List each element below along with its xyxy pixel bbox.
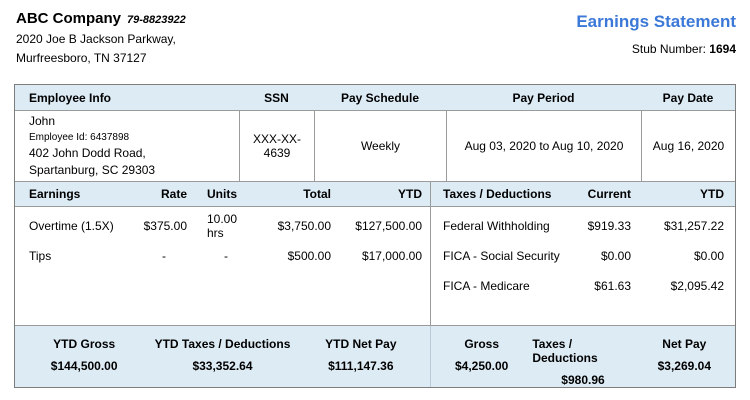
header-employee-info: Employee Info <box>29 90 112 105</box>
company-ein: 79-8823922 <box>127 14 186 26</box>
earning-ytd: $17,000.00 <box>361 248 422 263</box>
header-units: Units <box>207 186 237 201</box>
summary-label: YTD Net Pay <box>325 337 397 351</box>
deduction-ytd: $2,095.42 <box>670 278 724 293</box>
deduction-current: $919.33 <box>587 218 631 233</box>
summary-value: $111,147.36 <box>328 359 394 373</box>
earning-units: 10.00 hrs <box>207 211 238 240</box>
header-taxes-deductions: Taxes / Deductions <box>443 186 552 201</box>
summary-value: $980.96 <box>561 373 605 387</box>
deduction-name: FICA - Medicare <box>443 278 530 293</box>
employee-name: John <box>29 114 56 129</box>
deduction-ytd: $0.00 <box>693 248 724 263</box>
stub-number-label: Stub Number: <box>631 42 706 56</box>
deductions-header: Taxes / Deductions Current YTD <box>431 182 735 205</box>
summary-label: YTD Taxes / Deductions <box>154 337 291 351</box>
summary-taxes: Taxes / Deductions $980.96 <box>532 326 633 387</box>
employee-id: Employee Id: 6437898 <box>29 132 130 144</box>
deduction-rows: Federal Withholding $919.33 $31,257.22 F… <box>431 207 735 326</box>
earning-total: $3,750.00 <box>277 218 331 233</box>
company-name: ABC Company <box>16 10 122 27</box>
employee-header-row: Employee Info SSN Pay Schedule Pay Perio… <box>15 85 735 112</box>
summary-row: YTD Gross $144,500.00 YTD Taxes / Deduct… <box>15 325 735 387</box>
earnings-row-overtime: Overtime (1.5X) $375.00 10.00 hrs $3,750… <box>15 211 430 240</box>
employee-pay-period: Aug 03, 2020 to Aug 10, 2020 <box>446 111 641 182</box>
deduction-row-medicare: FICA - Medicare $61.63 $2,095.42 <box>431 275 735 297</box>
document-title-block: Earnings Statement Stub Number: 1694 <box>576 12 736 56</box>
summary-label: Taxes / Deductions <box>532 337 598 365</box>
company-name-line: ABC Company 79-8823922 <box>16 10 736 27</box>
summary-ytd-gross: YTD Gross $144,500.00 <box>15 326 153 387</box>
paystub-table: Employee Info SSN Pay Schedule Pay Perio… <box>14 84 736 388</box>
earning-rate: - <box>162 248 166 263</box>
summary-gross: Gross $4,250.00 <box>431 326 532 387</box>
summary-net-pay: Net Pay $3,269.04 <box>634 326 735 387</box>
earnings-deductions-header-row: Earnings Rate Units Total YTD Taxes / De… <box>15 182 735 207</box>
stub-number-value: 1694 <box>709 42 736 56</box>
detail-rows-area: Overtime (1.5X) $375.00 10.00 hrs $3,750… <box>15 206 735 326</box>
employee-address-line1: 402 John Dodd Road, <box>29 146 146 161</box>
header-current: Current <box>587 186 631 201</box>
deduction-ytd: $31,257.22 <box>663 218 724 233</box>
page-title: Earnings Statement <box>576 12 736 31</box>
earning-name: Overtime (1.5X) <box>29 218 114 233</box>
summary-value: $33,352.64 <box>192 359 253 373</box>
earning-ytd: $127,500.00 <box>355 218 422 233</box>
header-ssn: SSN <box>264 90 289 105</box>
summary-ytd-taxes: YTD Taxes / Deductions $33,352.64 <box>153 326 291 387</box>
employee-info-cell: John Employee Id: 6437898 402 John Dodd … <box>15 111 239 181</box>
current-summary: Gross $4,250.00 Taxes / Deductions $980.… <box>431 326 735 387</box>
header-rate: Rate <box>160 186 187 201</box>
deduction-name: FICA - Social Security <box>443 248 560 263</box>
header-pay-date: Pay Date <box>662 90 714 105</box>
employee-pay-date: Aug 16, 2020 <box>641 111 735 182</box>
summary-value: $3,269.04 <box>657 359 712 373</box>
company-address-line1: 2020 Joe B Jackson Parkway, <box>16 32 176 46</box>
earnings-rows: Overtime (1.5X) $375.00 10.00 hrs $3,750… <box>15 206 431 325</box>
employee-pay-schedule: Weekly <box>314 111 446 182</box>
summary-label: YTD Gross <box>53 337 116 351</box>
deduction-row-social-security: FICA - Social Security $0.00 $0.00 <box>431 245 735 267</box>
summary-value: $144,500.00 <box>50 359 118 373</box>
employee-info-row: John Employee Id: 6437898 402 John Dodd … <box>15 111 735 183</box>
header-pay-schedule: Pay Schedule <box>340 90 420 105</box>
deduction-current: $61.63 <box>594 278 631 293</box>
earnings-row-tips: Tips - - $500.00 $17,000.00 <box>15 245 430 267</box>
summary-label: Net Pay <box>662 337 707 351</box>
deduction-current: $0.00 <box>600 248 631 263</box>
earning-rate: $375.00 <box>143 218 187 233</box>
deduction-name: Federal Withholding <box>443 218 550 233</box>
earning-name: Tips <box>29 248 52 263</box>
employee-address-line2: Spartanburg, SC 29303 <box>29 163 156 178</box>
earning-units: - <box>224 248 228 263</box>
earning-total: $500.00 <box>287 248 331 263</box>
employee-ssn: XXX-XX-4639 <box>239 111 314 182</box>
header-deductions-ytd: YTD <box>700 186 724 201</box>
header-pay-period: Pay Period <box>512 90 575 105</box>
deduction-row-federal: Federal Withholding $919.33 $31,257.22 <box>431 215 735 237</box>
header-total: Total <box>303 186 331 201</box>
earnings-header: Earnings Rate Units Total YTD <box>15 182 431 206</box>
header-earnings: Earnings <box>29 186 81 201</box>
stub-number-line: Stub Number: 1694 <box>576 42 736 56</box>
summary-ytd-net-pay: YTD Net Pay $111,147.36 <box>292 326 430 387</box>
page-header: ABC Company 79-8823922 2020 Joe B Jackson… <box>16 10 736 80</box>
header-earnings-ytd: YTD <box>398 186 422 201</box>
ytd-summary: YTD Gross $144,500.00 YTD Taxes / Deduct… <box>15 326 431 387</box>
company-address-line2: Murfreesboro, TN 37127 <box>16 51 147 65</box>
summary-value: $4,250.00 <box>454 359 509 373</box>
summary-label: Gross <box>464 337 499 351</box>
company-block: ABC Company 79-8823922 2020 Joe B Jackson… <box>16 10 736 65</box>
